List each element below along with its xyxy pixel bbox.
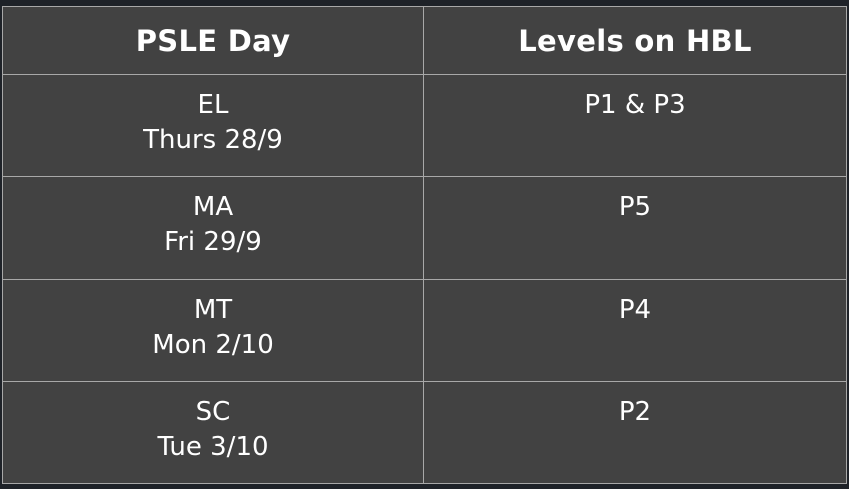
levels-cell: P2	[423, 380, 847, 485]
day-cell: SC Tue 3/10	[2, 380, 424, 485]
table-row: MT Mon 2/10 P4	[2, 278, 847, 382]
levels-value: P1 & P3	[584, 90, 686, 120]
header-psle-day: PSLE Day	[2, 6, 424, 75]
day-cell: MA Fri 29/9	[2, 176, 424, 280]
table-row: EL Thurs 28/9 P1 & P3	[2, 73, 847, 178]
levels-cell: P5	[423, 176, 847, 280]
subject-label: MT	[193, 294, 233, 325]
day-cell: EL Thurs 28/9	[2, 73, 424, 178]
exam-date: Tue 3/10	[157, 431, 269, 462]
day-cell: MT Mon 2/10	[2, 278, 424, 382]
table-row: SC Tue 3/10 P2	[2, 380, 847, 485]
levels-value: P4	[618, 294, 652, 325]
subject-label: SC	[195, 396, 231, 427]
table-row: MA Fri 29/9 P5	[2, 176, 847, 280]
header-levels-on-hbl: Levels on HBL	[423, 6, 847, 75]
exam-date: Thurs 28/9	[143, 125, 283, 155]
levels-cell: P1 & P3	[423, 73, 847, 178]
schedule-table-frame: PSLE Day Levels on HBL EL Thurs 28/9 P1 …	[2, 6, 847, 485]
subject-label: MA	[192, 192, 234, 223]
exam-date: Fri 29/9	[164, 227, 262, 258]
table-header-row: PSLE Day Levels on HBL	[2, 6, 847, 75]
levels-value: P2	[618, 396, 652, 427]
levels-cell: P4	[423, 278, 847, 382]
exam-date: Mon 2/10	[152, 329, 274, 360]
psle-hbl-table: PSLE Day Levels on HBL EL Thurs 28/9 P1 …	[2, 6, 847, 485]
subject-label: EL	[197, 90, 229, 120]
levels-value: P5	[618, 192, 652, 223]
